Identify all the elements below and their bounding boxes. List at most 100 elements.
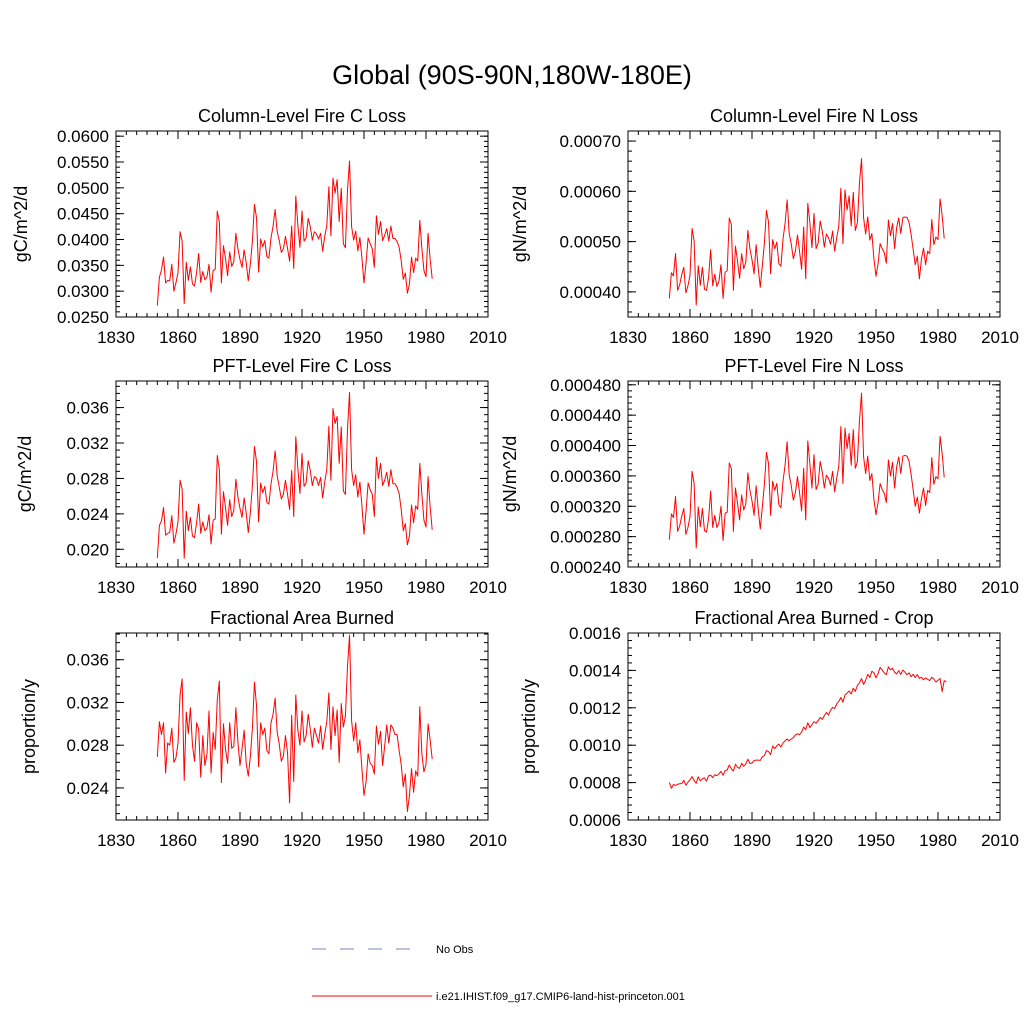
panel-title: Fractional Area Burned - Crop xyxy=(694,608,933,628)
x-tick-label: 1920 xyxy=(283,578,321,597)
chart-panel-2: Column-Level Fire N Loss gN/m^2/d 1830 1860… xyxy=(510,106,1019,347)
y-tick-label: 0.000240 xyxy=(550,558,621,577)
y-tick-label: 0.0450 xyxy=(57,205,109,224)
chart-panel-1: Column-Level Fire C Loss gC/m^2/d 1830 1860… xyxy=(11,106,507,347)
x-tick-label: 1950 xyxy=(345,831,383,850)
y-axis-label: gN/m^2/d xyxy=(500,436,520,512)
y-tick-label: 0.000280 xyxy=(550,528,621,547)
x-tick-label: 1950 xyxy=(345,578,383,597)
figure-title: Global (90S-90N,180W-180E) xyxy=(332,60,692,90)
x-tick-label: 2010 xyxy=(981,831,1019,850)
x-tick-label: 1890 xyxy=(733,328,771,347)
y-tick-label: 0.032 xyxy=(66,434,109,453)
series-line xyxy=(156,392,433,559)
x-tick-label: 2010 xyxy=(981,328,1019,347)
x-tick-label: 1920 xyxy=(283,831,321,850)
x-tick-label: 1950 xyxy=(857,328,895,347)
y-axis-label: proportion/y xyxy=(19,679,39,774)
y-tick-label: 0.00040 xyxy=(560,283,621,302)
panel-title: PFT-Level Fire C Loss xyxy=(212,356,391,376)
y-tick-label: 0.020 xyxy=(66,540,109,559)
x-tick-label: 1860 xyxy=(671,328,709,347)
chart-panel-4: PFT-Level Fire N Loss gN/m^2/d 1830 1860 189… xyxy=(500,356,1019,597)
x-tick-label: 1860 xyxy=(671,831,709,850)
y-axis-label: gN/m^2/d xyxy=(510,186,530,262)
x-tick-label: 2010 xyxy=(469,328,507,347)
y-tick-label: 0.000360 xyxy=(550,467,621,486)
panel-title: Fractional Area Burned xyxy=(210,608,394,628)
x-tick-label: 1980 xyxy=(407,831,445,850)
y-tick-label: 0.00070 xyxy=(560,132,621,151)
x-tick-label: 1830 xyxy=(609,831,647,850)
y-tick-label: 0.0014 xyxy=(569,661,621,680)
panel-title: PFT-Level Fire N Loss xyxy=(724,356,903,376)
x-tick-label: 2010 xyxy=(981,578,1019,597)
series-line xyxy=(668,666,947,789)
x-tick-label: 1860 xyxy=(671,578,709,597)
x-tick-label: 1920 xyxy=(283,328,321,347)
x-tick-label: 1860 xyxy=(159,578,197,597)
x-tick-label: 1830 xyxy=(97,831,135,850)
y-tick-label: 0.00050 xyxy=(560,233,621,252)
x-tick-label: 1860 xyxy=(159,831,197,850)
y-tick-label: 0.028 xyxy=(66,469,109,488)
y-tick-label: 0.024 xyxy=(66,505,109,524)
legend-item-no-obs: No Obs xyxy=(312,944,474,956)
y-tick-label: 0.0250 xyxy=(57,308,109,327)
y-tick-label: 0.0008 xyxy=(569,774,621,793)
y-tick-label: 0.0006 xyxy=(569,811,621,830)
panel-title: Column-Level Fire N Loss xyxy=(710,106,918,126)
x-tick-label: 1830 xyxy=(97,578,135,597)
y-tick-label: 0.000440 xyxy=(550,406,621,425)
y-tick-label: 0.0300 xyxy=(57,282,109,301)
x-tick-label: 1950 xyxy=(857,831,895,850)
legend: No Obs i.e21.IHIST.f09_g17.CMIP6-land-hi… xyxy=(312,944,685,1003)
x-tick-label: 1890 xyxy=(221,578,259,597)
y-tick-label: 0.000480 xyxy=(550,376,621,395)
panel-title: Column-Level Fire C Loss xyxy=(198,106,406,126)
y-tick-label: 0.0016 xyxy=(569,624,621,643)
y-tick-label: 0.0012 xyxy=(569,699,621,718)
x-tick-label: 2010 xyxy=(469,578,507,597)
y-tick-label: 0.0400 xyxy=(57,231,109,250)
x-tick-label: 1980 xyxy=(919,578,957,597)
x-tick-label: 1920 xyxy=(795,831,833,850)
y-axis-label: gC/m^2/d xyxy=(15,436,35,512)
x-tick-label: 1830 xyxy=(609,578,647,597)
x-tick-label: 1830 xyxy=(609,328,647,347)
panels: Column-Level Fire C Loss gC/m^2/d 1830 1860… xyxy=(11,106,1019,850)
x-tick-label: 1980 xyxy=(407,578,445,597)
legend-item-model-run: i.e21.IHIST.f09_g17.CMIP6-land-hist-prin… xyxy=(312,991,685,1003)
x-tick-label: 1890 xyxy=(221,831,259,850)
series-line xyxy=(156,160,433,306)
y-axis-label: proportion/y xyxy=(519,679,539,774)
y-tick-label: 0.0600 xyxy=(57,127,109,146)
x-tick-label: 1890 xyxy=(733,578,771,597)
x-tick-label: 1980 xyxy=(407,328,445,347)
x-tick-label: 1890 xyxy=(733,831,771,850)
x-tick-label: 1980 xyxy=(919,328,957,347)
series-line xyxy=(156,634,433,812)
y-tick-label: 0.024 xyxy=(66,779,109,798)
x-tick-label: 1920 xyxy=(795,578,833,597)
y-tick-label: 0.032 xyxy=(66,693,109,712)
y-tick-label: 0.0010 xyxy=(569,736,621,755)
legend-label-no-obs: No Obs xyxy=(436,944,474,956)
y-tick-label: 0.00060 xyxy=(560,182,621,201)
y-tick-label: 0.0350 xyxy=(57,256,109,275)
x-tick-label: 1950 xyxy=(857,578,895,597)
x-tick-label: 2010 xyxy=(469,831,507,850)
legend-label-model-run: i.e21.IHIST.f09_g17.CMIP6-land-hist-prin… xyxy=(436,991,685,1003)
y-tick-label: 0.028 xyxy=(66,736,109,755)
x-tick-label: 1890 xyxy=(221,328,259,347)
x-tick-label: 1830 xyxy=(97,328,135,347)
y-tick-label: 0.0550 xyxy=(57,153,109,172)
x-tick-label: 1950 xyxy=(345,328,383,347)
y-tick-label: 0.000400 xyxy=(550,437,621,456)
x-tick-label: 1860 xyxy=(159,328,197,347)
series-line xyxy=(668,392,945,549)
y-tick-label: 0.036 xyxy=(66,651,109,670)
chart-panel-6: Fractional Area Burned - Crop proportion/… xyxy=(519,608,1019,850)
